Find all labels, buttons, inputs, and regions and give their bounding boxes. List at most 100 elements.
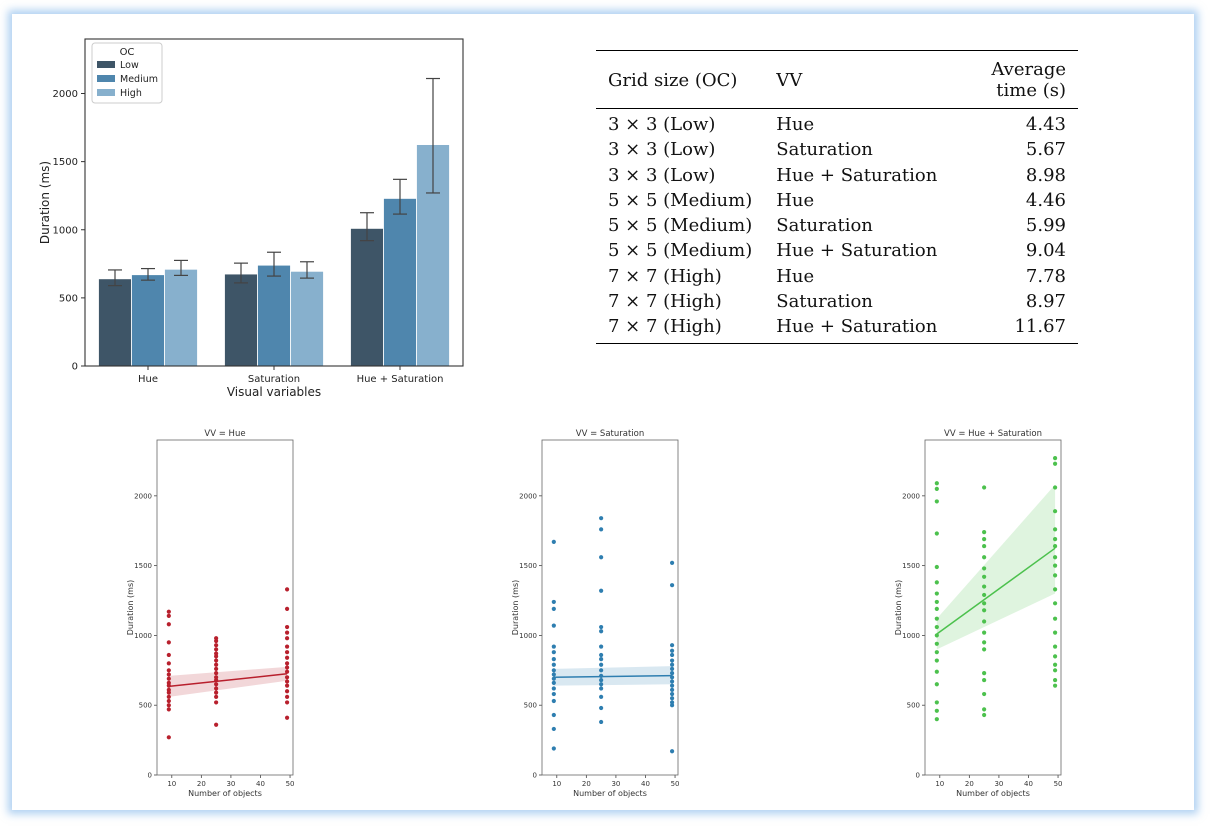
scatter-point [982,707,987,712]
scatter-point [1052,509,1058,514]
scatter-point [284,665,290,670]
scatter-point [166,703,171,708]
scatter-point [214,694,219,699]
scatter-point [599,719,604,725]
scatter-point [934,650,939,655]
table-cell: 8.97 [1025,291,1066,313]
scatter-point [1052,485,1058,490]
plot-frame [84,38,464,367]
scatter-point [934,486,939,491]
scatter-point [214,638,219,644]
scatter-point [214,686,219,691]
scatter-point [669,679,675,684]
scatter-point [166,676,171,681]
scatter-point [166,707,171,712]
scatter-point [982,691,987,697]
y-tick-label: 0 [72,362,78,373]
table-cell: 5 × 5 (Medium) [608,215,753,237]
table-row: 5 × 5 (Medium) Saturation 5.99 [596,213,1078,238]
scatter-point [982,555,987,560]
legend-swatch [97,75,115,82]
bar [383,198,417,367]
table-cell: 7 × 7 (High) [596,314,765,344]
scatter-chart-hue-saturation: VV = Hue + Saturation 0 500 1000 1500 2000 10 2… [894,429,1063,798]
scatter-point [214,700,219,705]
scatter-point [599,694,604,699]
scatter-point [669,691,675,697]
legend-label: High [120,88,142,99]
table-cell: Saturation [776,291,873,313]
plot-frame [541,439,679,776]
scatter-point [1052,644,1058,649]
scatter-point [934,499,939,504]
x-tick-label: Hue [138,374,158,385]
scatter-point [669,666,675,672]
confidence-band [936,484,1056,650]
scatter-point [284,587,290,592]
scatter-point [599,657,604,662]
scatter-point [284,675,290,680]
x-tick-label: 40 [641,780,650,788]
scatter-point [982,619,987,624]
scatter-point [166,672,171,677]
scatter-point [599,624,604,630]
scatter-point [934,564,939,570]
scatter-point [551,691,556,697]
scatter-point [166,698,171,704]
y-tick-label: 500 [524,702,537,710]
scatter-point [599,682,604,687]
scatter-point [1052,616,1058,621]
scatter-point [284,624,290,630]
table-cell: 8.98 [1025,164,1066,186]
scatter-point [934,669,939,674]
x-tick-label: 10 [167,780,176,788]
x-tick-label: 40 [256,780,265,788]
scatter-point [1052,662,1058,667]
scatter-point [599,555,604,560]
x-tick-label: 10 [935,780,944,788]
table-header: Grid size (OC) [596,50,765,109]
scatter-point [982,574,987,579]
scatter-point [551,712,556,718]
plot-frame [924,439,1062,776]
scatter-point [284,715,290,720]
bar [98,278,132,367]
scatter-point [669,687,675,692]
table-cell: Hue + Saturation [776,164,938,186]
scatter-point [599,644,604,649]
scatter-point [214,647,219,652]
scatter-point [551,726,556,732]
x-tick-label: 20 [965,780,974,788]
table-cell: 11.67 [949,314,1078,344]
table-cell: 5 × 5 (Medium) [608,189,753,211]
scatter-point [669,658,675,663]
table-row: 3 × 3 (Low) Hue + Saturation 8.98 [596,163,1078,188]
table-cell: 3 × 3 (Low) [608,164,716,186]
scatter-point [284,606,290,611]
scatter-point [934,580,939,585]
confidence-band [168,666,288,697]
scatter-point [166,652,171,658]
legend-title: OC [120,47,135,58]
scatter-point [1052,563,1058,568]
x-axis-label: Visual variables [227,385,321,399]
scatter-point [669,583,675,588]
x-tick-label: 50 [286,780,295,788]
scatter-point [551,686,556,691]
x-tick-label: 20 [197,780,206,788]
scatter-point [284,650,290,655]
scatter-point [934,641,939,646]
legend-box [91,42,163,104]
scatter-point [599,677,604,683]
scatter-point [551,680,556,685]
x-tick-label: 50 [1054,780,1063,788]
scatter-point [166,613,171,618]
scatter-point [284,661,290,666]
scatter-point [551,662,556,667]
x-tick-label: 50 [671,780,680,788]
regression-line [168,673,288,688]
table-cell: 5 × 5 (Medium) [608,240,753,262]
scatter-point [934,624,939,630]
scatter-point [1052,677,1058,683]
scatter-point [599,662,604,667]
